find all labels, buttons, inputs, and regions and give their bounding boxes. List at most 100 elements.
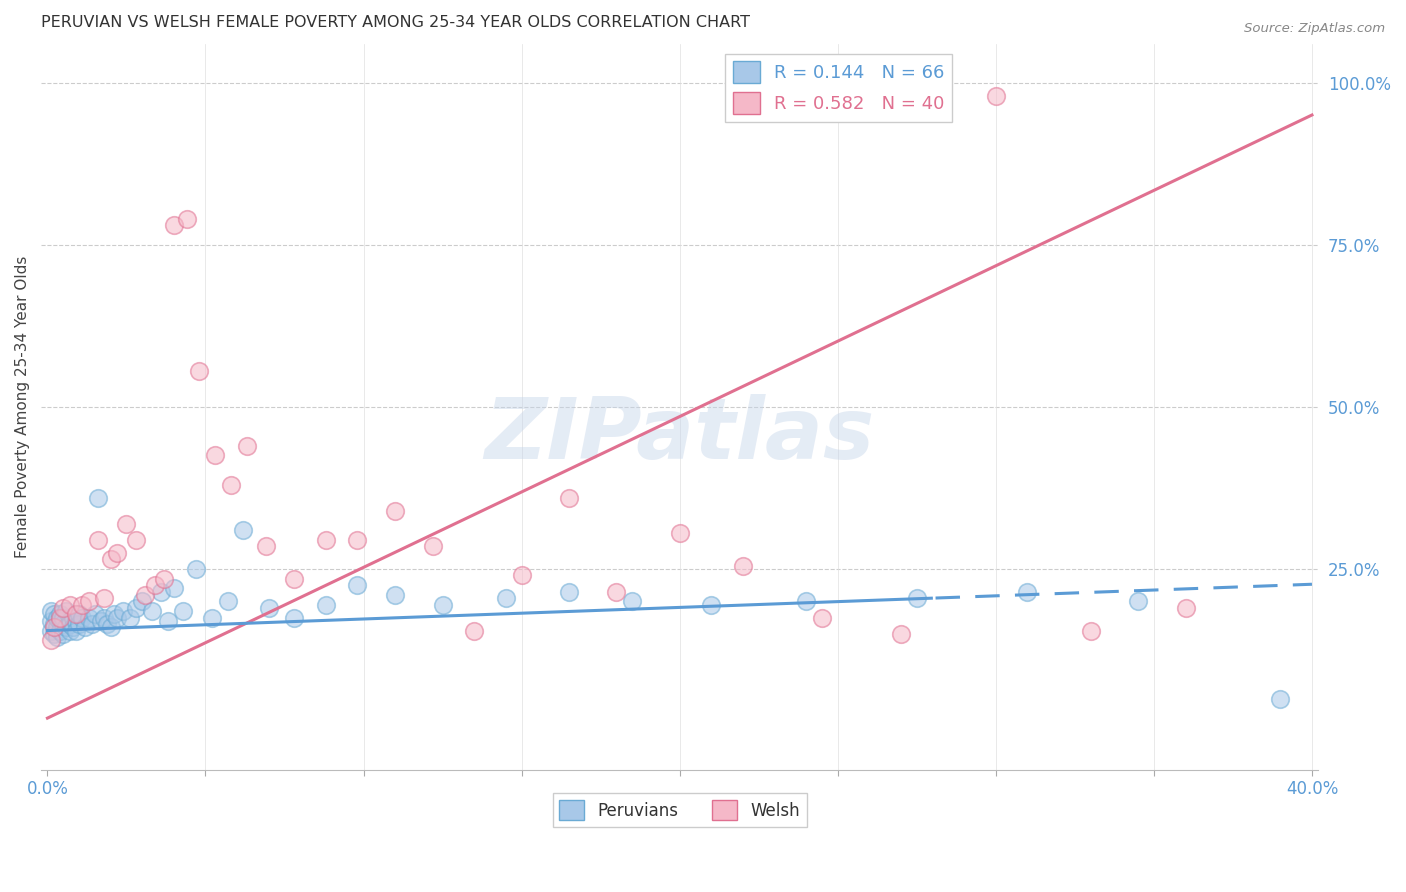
Point: [283, 610, 305, 624]
Point: [204, 449, 226, 463]
Point: [184, 562, 207, 576]
Point: [125, 600, 148, 615]
Point: [621, 594, 644, 608]
Point: [58, 598, 80, 612]
Point: [605, 584, 627, 599]
Point: [49, 624, 72, 638]
Point: [1174, 600, 1197, 615]
Point: [1126, 594, 1149, 608]
Point: [315, 598, 337, 612]
Point: [80, 617, 103, 632]
Point: [112, 604, 135, 618]
Legend: Peruvians, Welsh: Peruvians, Welsh: [553, 793, 807, 827]
Point: [283, 572, 305, 586]
Point: [70, 610, 93, 624]
Point: [143, 578, 166, 592]
Point: [346, 578, 368, 592]
Point: [55, 620, 77, 634]
Point: [52, 610, 75, 624]
Point: [42, 607, 65, 622]
Point: [49, 607, 72, 622]
Point: [558, 491, 581, 505]
Point: [52, 600, 75, 615]
Point: [163, 219, 186, 233]
Point: [65, 614, 87, 628]
Point: [1017, 584, 1039, 599]
Point: [384, 588, 406, 602]
Point: [794, 594, 817, 608]
Point: [75, 620, 97, 634]
Point: [62, 620, 84, 634]
Point: [731, 558, 754, 573]
Point: [67, 607, 90, 622]
Point: [58, 617, 80, 632]
Point: [39, 604, 62, 618]
Point: [39, 633, 62, 648]
Point: [905, 591, 928, 606]
Point: [70, 598, 93, 612]
Point: [96, 617, 118, 632]
Point: [42, 620, 65, 634]
Text: PERUVIAN VS WELSH FEMALE POVERTY AMONG 25-34 YEAR OLDS CORRELATION CHART: PERUVIAN VS WELSH FEMALE POVERTY AMONG 2…: [41, 15, 751, 30]
Point: [217, 594, 239, 608]
Point: [890, 627, 912, 641]
Point: [118, 610, 141, 624]
Point: [52, 627, 75, 641]
Point: [315, 533, 337, 547]
Point: [1270, 691, 1292, 706]
Point: [52, 617, 75, 632]
Text: Source: ZipAtlas.com: Source: ZipAtlas.com: [1244, 22, 1385, 36]
Point: [67, 617, 90, 632]
Point: [45, 630, 67, 644]
Point: [100, 620, 122, 634]
Point: [87, 533, 110, 547]
Point: [45, 620, 67, 634]
Point: [163, 582, 186, 596]
Point: [668, 526, 690, 541]
Point: [432, 598, 454, 612]
Point: [811, 610, 834, 624]
Text: ZIPatlas: ZIPatlas: [485, 394, 875, 477]
Y-axis label: Female Poverty Among 25-34 Year Olds: Female Poverty Among 25-34 Year Olds: [15, 256, 30, 558]
Point: [131, 594, 153, 608]
Point: [49, 610, 72, 624]
Point: [188, 364, 211, 378]
Point: [172, 604, 194, 618]
Point: [422, 539, 444, 553]
Point: [153, 572, 176, 586]
Point: [87, 491, 110, 505]
Point: [42, 617, 65, 632]
Point: [90, 614, 112, 628]
Point: [495, 591, 517, 606]
Point: [45, 610, 67, 624]
Point: [141, 604, 163, 618]
Point: [510, 568, 533, 582]
Point: [93, 610, 115, 624]
Point: [984, 88, 1007, 103]
Point: [65, 624, 87, 638]
Point: [254, 539, 277, 553]
Point: [103, 607, 125, 622]
Point: [219, 477, 242, 491]
Point: [235, 439, 257, 453]
Point: [83, 607, 105, 622]
Point: [42, 627, 65, 641]
Point: [62, 610, 84, 624]
Point: [39, 614, 62, 628]
Point: [105, 546, 128, 560]
Point: [58, 624, 80, 638]
Point: [100, 552, 122, 566]
Point: [105, 610, 128, 624]
Point: [558, 584, 581, 599]
Point: [39, 624, 62, 638]
Point: [58, 614, 80, 628]
Point: [77, 594, 100, 608]
Point: [1080, 624, 1102, 638]
Point: [232, 523, 254, 537]
Point: [156, 614, 179, 628]
Point: [150, 584, 173, 599]
Point: [49, 614, 72, 628]
Point: [257, 600, 280, 615]
Point: [201, 610, 224, 624]
Point: [77, 610, 100, 624]
